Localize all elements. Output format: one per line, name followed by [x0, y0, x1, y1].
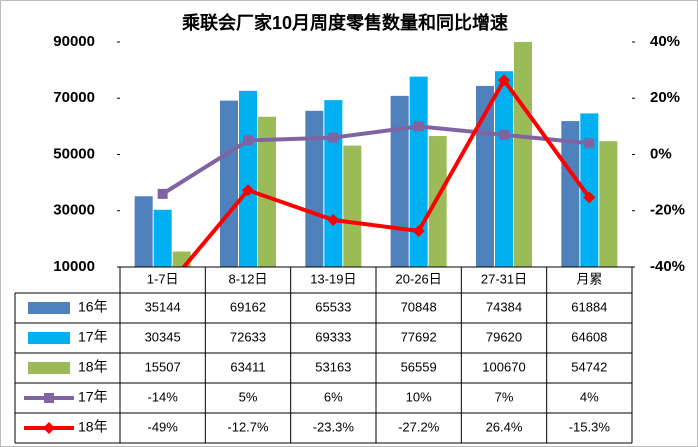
chart-title: 乘联会厂家10月周度零售数量和同比增速: [181, 12, 508, 33]
bar: [495, 71, 513, 267]
table-value: 6%: [324, 389, 343, 404]
legend-marker: [44, 393, 54, 403]
bar: [220, 100, 238, 267]
table-value: 4%: [580, 389, 599, 404]
table-value: 10%: [406, 389, 432, 404]
bar: [134, 196, 153, 267]
x-tick-label: 月累: [576, 271, 602, 286]
bar: [580, 113, 599, 267]
legend-swatch: [28, 362, 70, 374]
y2-tick-label: 40%: [650, 33, 680, 50]
bar: [324, 100, 343, 267]
y-tick-label: 30000: [53, 202, 95, 219]
x-tick-label: 27-31日: [481, 271, 527, 286]
line-marker: [413, 121, 424, 132]
table-value: -15.3%: [569, 419, 611, 434]
table-value: 69333: [315, 329, 351, 344]
table-value: 54742: [571, 359, 607, 374]
table-value: 30345: [145, 329, 181, 344]
bar: [258, 116, 276, 267]
legend-swatch: [28, 332, 70, 344]
bar: [514, 42, 532, 267]
y2-tick-label: -20%: [650, 202, 685, 219]
line-marker: [157, 188, 168, 199]
x-tick-label: 8-12日: [228, 271, 267, 286]
legend-marker: [43, 422, 55, 434]
y2-tick-label: -40%: [650, 258, 685, 275]
line-marker: [584, 138, 595, 149]
table-value: 5%: [239, 389, 258, 404]
y2-tick-label: 0%: [650, 145, 672, 162]
y-tick-label: 90000: [53, 33, 95, 50]
table-value: 65533: [315, 299, 351, 314]
table-value: 26.4%: [486, 419, 523, 434]
table-value: 77692: [401, 329, 437, 344]
table-value: 7%: [495, 389, 514, 404]
legend-label: 18年: [78, 359, 108, 375]
table-value: -27.2%: [398, 419, 440, 434]
line-marker: [242, 184, 254, 197]
bar: [599, 141, 618, 267]
line-marker: [328, 132, 339, 143]
y2-tick-label: 20%: [650, 89, 680, 106]
line-marker: [499, 129, 509, 140]
bar: [343, 145, 362, 267]
bar: [561, 121, 580, 267]
line-marker: [243, 135, 253, 146]
table-value: 56559: [401, 359, 437, 374]
legend-label: 18年: [78, 419, 108, 435]
x-tick-label: 13-19日: [310, 271, 356, 286]
line-marker: [327, 214, 340, 227]
x-tick-label: 1-7日: [147, 271, 179, 286]
table-value: 15507: [145, 359, 181, 374]
line-marker: [498, 74, 510, 87]
y-tick-label: 10000: [53, 258, 95, 275]
y-tick-label: 70000: [53, 89, 95, 106]
legend-swatch: [28, 302, 70, 314]
table-value: -23.3%: [313, 419, 355, 434]
line: [161, 124, 590, 196]
legend-label: 17年: [78, 389, 108, 405]
line-marker: [583, 191, 596, 204]
bar: [153, 209, 172, 267]
table-value: 79620: [486, 329, 522, 344]
plot-area: [134, 42, 618, 267]
table-value: 35144: [145, 299, 181, 314]
table-value: -49%: [147, 419, 178, 434]
line-marker: [412, 225, 425, 237]
x-tick-label: 20-26日: [396, 271, 442, 286]
bar: [390, 95, 409, 267]
table-value: -12.7%: [227, 419, 269, 434]
legend-label: 17年: [78, 329, 108, 345]
table-value: 100670: [482, 359, 525, 374]
bar: [409, 76, 428, 267]
bar: [305, 110, 324, 267]
table-value: 70848: [401, 299, 437, 314]
table-value: 63411: [230, 359, 265, 374]
legend-label: 16年: [78, 299, 108, 315]
table-value: -14%: [147, 389, 178, 404]
line: [181, 76, 591, 267]
bar: [239, 90, 257, 267]
table-value: 72633: [230, 329, 266, 344]
bar: [428, 136, 447, 267]
table-value: 53163: [315, 359, 351, 374]
table-value: 69162: [230, 299, 266, 314]
y-tick-label: 50000: [53, 145, 95, 162]
table-value: 74384: [486, 299, 522, 314]
table-value: 61884: [571, 299, 607, 314]
table-value: 64608: [571, 329, 607, 344]
